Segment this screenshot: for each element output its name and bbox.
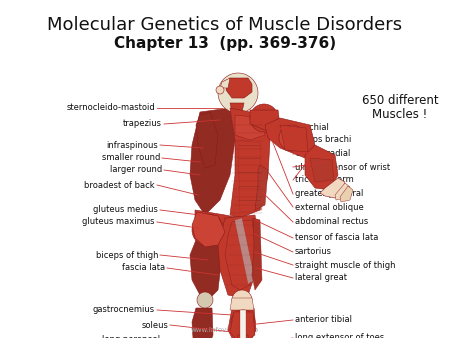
Polygon shape <box>195 210 240 245</box>
Polygon shape <box>218 215 258 297</box>
Polygon shape <box>310 158 334 182</box>
Text: long extensor of toes: long extensor of toes <box>295 334 384 338</box>
Polygon shape <box>240 310 246 338</box>
Text: brachial: brachial <box>295 123 329 132</box>
Polygon shape <box>235 115 265 140</box>
Text: gluteus medius: gluteus medius <box>93 206 158 215</box>
Polygon shape <box>230 103 244 112</box>
Text: greater pectoral: greater pectoral <box>295 190 364 198</box>
Polygon shape <box>234 335 250 338</box>
Polygon shape <box>280 125 308 152</box>
Text: broadest of back: broadest of back <box>85 180 155 190</box>
Polygon shape <box>190 225 222 298</box>
Circle shape <box>279 125 305 151</box>
Text: gastrocnemius: gastrocnemius <box>93 306 155 314</box>
Polygon shape <box>230 108 270 218</box>
Text: 650 different: 650 different <box>362 94 438 106</box>
Polygon shape <box>230 312 255 338</box>
Circle shape <box>197 292 213 308</box>
Polygon shape <box>320 178 345 198</box>
Polygon shape <box>196 112 218 168</box>
Polygon shape <box>335 183 350 200</box>
Text: external oblique: external oblique <box>295 202 364 212</box>
Polygon shape <box>340 186 353 202</box>
Text: tensor of fascia lata: tensor of fascia lata <box>295 234 378 242</box>
Text: Molecular Genetics of Muscle Disorders: Molecular Genetics of Muscle Disorders <box>47 16 403 34</box>
Text: triceps of arm: triceps of arm <box>295 175 354 185</box>
Text: abdominal rectus: abdominal rectus <box>295 217 368 226</box>
Polygon shape <box>255 165 268 210</box>
Text: long peroneal: long peroneal <box>102 336 160 338</box>
Polygon shape <box>230 298 254 310</box>
Text: infraspinous: infraspinous <box>106 141 158 149</box>
Polygon shape <box>252 218 262 290</box>
Polygon shape <box>226 78 252 98</box>
Polygon shape <box>238 140 262 212</box>
Circle shape <box>192 214 224 246</box>
Circle shape <box>250 104 278 132</box>
Polygon shape <box>228 308 256 338</box>
Text: sartorius: sartorius <box>295 247 332 257</box>
Polygon shape <box>192 212 225 247</box>
Polygon shape <box>235 218 255 284</box>
Text: trapezius: trapezius <box>123 120 162 128</box>
Text: biceps brachi: biceps brachi <box>295 136 351 145</box>
Text: anterior tibial: anterior tibial <box>295 315 352 324</box>
Text: Chapter 13  (pp. 369-376): Chapter 13 (pp. 369-376) <box>114 36 336 51</box>
Text: straight muscle of thigh: straight muscle of thigh <box>295 261 396 269</box>
Text: smaller round: smaller round <box>102 153 160 163</box>
Text: soleus: soleus <box>141 320 168 330</box>
Text: lateral great: lateral great <box>295 273 347 283</box>
Text: ulnar extensor of wrist: ulnar extensor of wrist <box>295 163 390 171</box>
Text: brachioradial: brachioradial <box>295 149 351 159</box>
Circle shape <box>218 73 258 113</box>
Circle shape <box>231 310 255 334</box>
Polygon shape <box>305 145 338 190</box>
Circle shape <box>232 290 252 310</box>
Text: larger round: larger round <box>110 166 162 174</box>
Text: biceps of thigh: biceps of thigh <box>95 250 158 260</box>
Text: fascia lata: fascia lata <box>122 264 165 272</box>
Text: www.infovisual.info: www.infovisual.info <box>191 327 259 333</box>
Polygon shape <box>225 220 256 290</box>
Text: sternocleido-mastoid: sternocleido-mastoid <box>66 103 155 113</box>
Circle shape <box>216 86 224 94</box>
Polygon shape <box>192 308 213 338</box>
Polygon shape <box>265 118 315 158</box>
Text: gluteus maximus: gluteus maximus <box>82 217 155 226</box>
Text: Muscles !: Muscles ! <box>373 107 427 121</box>
Polygon shape <box>190 108 235 215</box>
Polygon shape <box>250 110 280 130</box>
Polygon shape <box>220 78 230 88</box>
